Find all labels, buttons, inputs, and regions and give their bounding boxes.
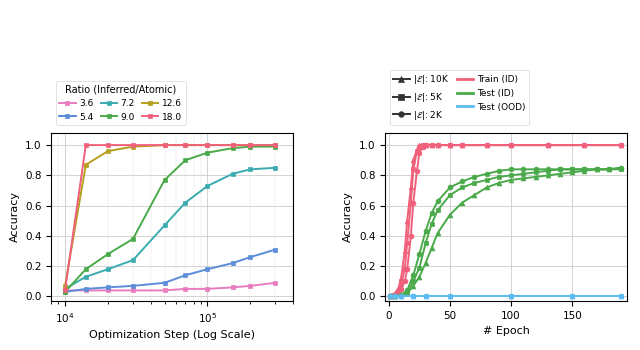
X-axis label: Optimization Step (Log Scale): Optimization Step (Log Scale) [89,330,255,340]
9.0 [228,146,236,150]
9.0 [104,252,112,256]
Line: 12.6: 12.6 [63,143,278,288]
3.6 [61,288,69,293]
Legend: $|\mathcal{E}|$: 10K, $|\mathcal{E}|$: 5K, $|\mathcal{E}|$: 2K, Train (ID), Test: $|\mathcal{E}|$: 10K, $|\mathcal{E}|$: 5… [390,70,529,125]
12.6 [104,149,112,153]
3.6 [104,288,112,293]
18.0 [246,143,254,147]
5.4 [182,273,189,277]
Text: (a) Effect of the inferred/atomic ratio $\phi$.: (a) Effect of the inferred/atomic ratio … [62,348,282,350]
18.0 [228,143,236,147]
3.6 [182,287,189,291]
12.6 [204,143,211,147]
3.6 [204,287,211,291]
5.4 [82,287,90,291]
12.6 [228,143,236,147]
Line: 7.2: 7.2 [63,166,278,291]
9.0 [246,145,254,149]
18.0 [204,143,211,147]
9.0 [129,237,137,241]
5.4 [61,290,69,294]
Line: 5.4: 5.4 [63,247,278,294]
7.2 [61,287,69,291]
7.2 [129,258,137,262]
7.2 [271,166,279,170]
9.0 [161,178,168,182]
3.6 [161,288,168,293]
12.6 [61,284,69,288]
Line: 9.0: 9.0 [63,144,278,294]
18.0 [161,143,168,147]
5.4 [129,284,137,288]
9.0 [61,290,69,294]
5.4 [246,255,254,259]
12.6 [161,143,168,147]
5.4 [204,267,211,271]
9.0 [204,150,211,155]
3.6 [228,285,236,289]
18.0 [61,288,69,293]
7.2 [182,201,189,205]
12.6 [246,143,254,147]
12.6 [271,143,279,147]
7.2 [246,167,254,172]
3.6 [246,284,254,288]
Line: 3.6: 3.6 [63,280,278,293]
5.4 [228,261,236,265]
18.0 [271,143,279,147]
7.2 [104,267,112,271]
12.6 [82,163,90,167]
9.0 [182,158,189,162]
18.0 [182,143,189,147]
7.2 [161,223,168,228]
Legend: 3.6, 5.4, 7.2, 9.0, 12.6, 18.0: 3.6, 5.4, 7.2, 9.0, 12.6, 18.0 [56,81,186,125]
3.6 [271,281,279,285]
3.6 [129,288,137,293]
5.4 [161,281,168,285]
Y-axis label: Accuracy: Accuracy [344,191,353,243]
X-axis label: # Epoch: # Epoch [483,326,530,336]
9.0 [271,145,279,149]
18.0 [82,143,90,147]
12.6 [129,145,137,149]
7.2 [228,172,236,176]
18.0 [104,143,112,147]
9.0 [82,267,90,271]
7.2 [82,275,90,279]
18.0 [129,143,137,147]
7.2 [204,184,211,188]
Text: (b) Effect of changing $|\mathcal{E}|$ ($\phi = 9.0$).: (b) Effect of changing $|\mathcal{E}|$ (… [410,348,602,350]
Line: 18.0: 18.0 [63,143,278,293]
12.6 [182,143,189,147]
Y-axis label: Accuracy: Accuracy [10,191,19,243]
5.4 [271,247,279,252]
3.6 [82,288,90,293]
5.4 [104,285,112,289]
